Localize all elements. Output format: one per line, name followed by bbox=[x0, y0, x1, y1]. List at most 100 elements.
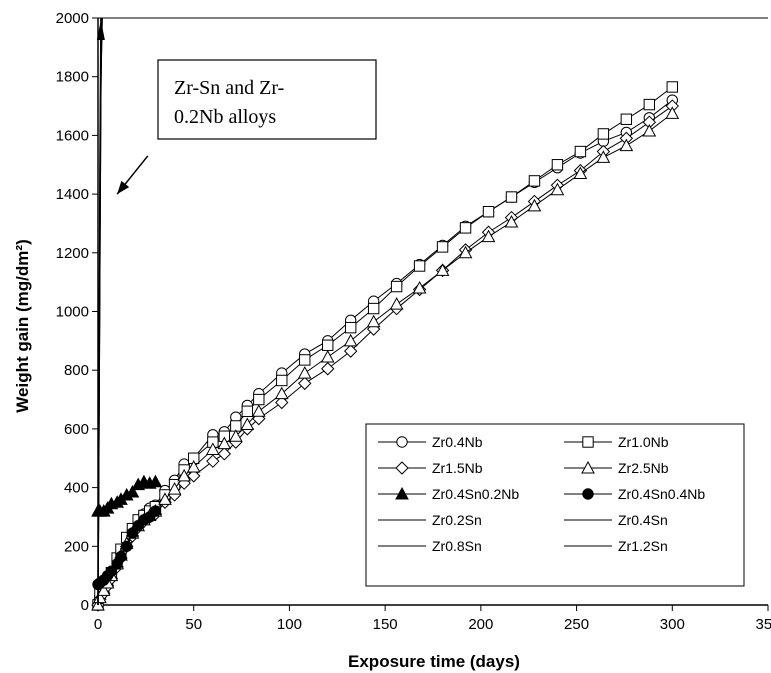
data-point-zr2-5nb bbox=[389, 297, 404, 310]
y-tick-label: 1200 bbox=[56, 245, 89, 262]
legend-label: Zr1.0Nb bbox=[618, 434, 669, 450]
data-point-zr1-5nb bbox=[187, 469, 201, 483]
y-tick-label: 1000 bbox=[56, 304, 89, 321]
y-tick-label: 600 bbox=[64, 421, 89, 438]
data-point-zr1-0nb bbox=[436, 241, 449, 253]
data-point-zr2-5nb bbox=[217, 436, 232, 450]
data-point-zr2-5nb bbox=[206, 442, 220, 455]
data-point-zr2-5nb bbox=[158, 492, 172, 505]
legend-item-zr1-5nb: Zr1.5Nb bbox=[378, 460, 483, 476]
data-point-zr1-0nb bbox=[643, 98, 656, 111]
data-point-zr1-0nb bbox=[597, 128, 610, 140]
data-point-zr2-5nb bbox=[458, 245, 473, 259]
data-point-zr1-5nb bbox=[321, 362, 335, 376]
annotation: Zr-Sn and Zr- 0.2Nb alloys bbox=[116, 59, 377, 195]
data-point-zr2-5nb bbox=[481, 229, 496, 243]
legend-label: Zr0.4Sn0.4Nb bbox=[618, 486, 705, 502]
data-point-zr2-5nb bbox=[573, 166, 588, 180]
data-point-zr2-5nb bbox=[504, 214, 519, 228]
data-point-zr1-5nb bbox=[298, 376, 312, 391]
annotation-arrow-head bbox=[117, 180, 130, 195]
legend-item-zr0-4nb: Zr0.4Nb bbox=[378, 434, 483, 450]
data-point-zr1-0nb bbox=[276, 374, 288, 387]
data-point-zr1-5nb bbox=[206, 454, 220, 468]
y-tick-label: 800 bbox=[64, 362, 89, 379]
y-tick-label: 1800 bbox=[56, 69, 89, 86]
data-point-zr1-0nb bbox=[413, 260, 426, 272]
data-point-zr0-4sn0-4nb bbox=[115, 550, 127, 563]
legend-marker bbox=[582, 488, 594, 500]
data-point-zr2-5nb bbox=[274, 386, 289, 400]
data-point-zr2-5nb bbox=[96, 583, 111, 596]
legend-marker bbox=[395, 461, 409, 475]
data-point-zr2-5nb bbox=[297, 366, 312, 379]
legend-item-zr0-4sn0-4nb: Zr0.4Sn0.4Nb bbox=[564, 486, 705, 502]
data-point-zr2-5nb bbox=[412, 280, 427, 294]
data-point-zr2-5nb bbox=[240, 417, 255, 430]
x-tick-label: 50 bbox=[185, 616, 202, 633]
data-point-zr2-5nb bbox=[550, 182, 565, 196]
x-tick-label: 300 bbox=[660, 616, 685, 633]
legend-label: Zr1.2Sn bbox=[618, 538, 668, 554]
data-point-zr0-4sn0-4nb bbox=[149, 505, 162, 517]
legend-label: Zr0.2Sn bbox=[432, 512, 482, 528]
data-point-zr1-0nb bbox=[459, 222, 472, 234]
series-zr0-4sn0-2nb bbox=[91, 474, 163, 517]
data-point-zr1-0nb bbox=[253, 393, 265, 406]
data-point-zr1-0nb bbox=[528, 175, 541, 187]
x-tick-label: 250 bbox=[564, 616, 589, 633]
legend-item-zr1-0nb: Zr1.0Nb bbox=[564, 434, 669, 450]
legend: Zr0.4Nb Zr1.0Nb Zr1.5Nb Zr2.5Nb Zr0.4Sn0.2Nb… bbox=[365, 423, 745, 587]
data-point-zr2-5nb bbox=[320, 349, 335, 363]
y-tick-label: 400 bbox=[64, 480, 89, 497]
data-point-zr0-4sn0-4nb bbox=[121, 540, 133, 552]
legend-item-zr1-2sn: Zr1.2Sn bbox=[564, 538, 668, 554]
data-point-zr2-5nb bbox=[619, 138, 634, 152]
data-point-zr1-0nb bbox=[620, 113, 633, 125]
data-point-zr1-0nb bbox=[299, 354, 311, 366]
legend-label: Zr1.5Nb bbox=[432, 460, 483, 476]
y-tick-label: 0 bbox=[81, 597, 89, 614]
data-point-zr1-0nb bbox=[482, 206, 495, 218]
data-point-zr1-0nb bbox=[322, 339, 334, 351]
legend-label: Zr2.5Nb bbox=[618, 460, 669, 476]
data-point-zr1-0nb bbox=[344, 321, 357, 334]
data-point-zr0-4sn0-2nb bbox=[148, 474, 163, 488]
data-point-zr2-5nb bbox=[435, 263, 450, 276]
data-point-zr2-5nb bbox=[343, 333, 358, 347]
y-tick-label: 200 bbox=[64, 538, 89, 555]
data-point-zr1-0nb bbox=[241, 405, 254, 417]
axes: 0 50 100 150 200 250 300 350 0 200 400 600 800 1000 12… bbox=[56, 10, 771, 633]
y-tick-label: 1400 bbox=[56, 186, 89, 203]
legend-box bbox=[365, 423, 745, 587]
legend-item-zr0-4sn0-2nb: Zr0.4Sn0.2Nb bbox=[378, 486, 519, 502]
legend-item-zr0-8sn: Zr0.8Sn bbox=[378, 538, 482, 554]
legend-label: Zr0.8Sn bbox=[432, 538, 482, 554]
legend-marker bbox=[395, 486, 409, 500]
legend-item-zr0-2sn: Zr0.2Sn bbox=[378, 512, 482, 528]
data-point-zr2-5nb bbox=[642, 123, 657, 137]
x-tick-label: 150 bbox=[373, 616, 398, 633]
data-point-zr1-0nb bbox=[574, 145, 587, 158]
legend-item-zr0-4sn: Zr0.4Sn bbox=[564, 512, 668, 528]
data-point-zr0-4sn0-2nb bbox=[125, 484, 140, 498]
data-point-zr2-5nb bbox=[527, 198, 542, 212]
data-point-zr1-0nb bbox=[390, 280, 403, 293]
data-point-zr1-0nb bbox=[367, 302, 380, 315]
x-axis-label: Exposure time (days) bbox=[348, 652, 520, 671]
data-point-zr1-0nb bbox=[505, 191, 518, 203]
y-tick-label: 1600 bbox=[56, 127, 89, 144]
x-tick-label: 350 bbox=[755, 616, 771, 633]
data-point-zr2-5nb bbox=[665, 106, 680, 119]
series-layer bbox=[91, 17, 680, 612]
series-zr0-4sn0-4nb bbox=[92, 505, 162, 591]
data-point-zr1-5nb bbox=[343, 344, 358, 358]
data-point-zr1-5nb bbox=[275, 395, 289, 410]
y-tick-label: 2000 bbox=[56, 10, 89, 27]
data-point-zr2-5nb bbox=[177, 468, 191, 482]
legend-marker bbox=[582, 436, 594, 448]
annotation-box bbox=[157, 59, 377, 140]
zr-sn-arrowhead bbox=[96, 20, 105, 40]
x-tick-label: 0 bbox=[94, 616, 102, 633]
data-point-zr2-5nb bbox=[251, 404, 266, 417]
